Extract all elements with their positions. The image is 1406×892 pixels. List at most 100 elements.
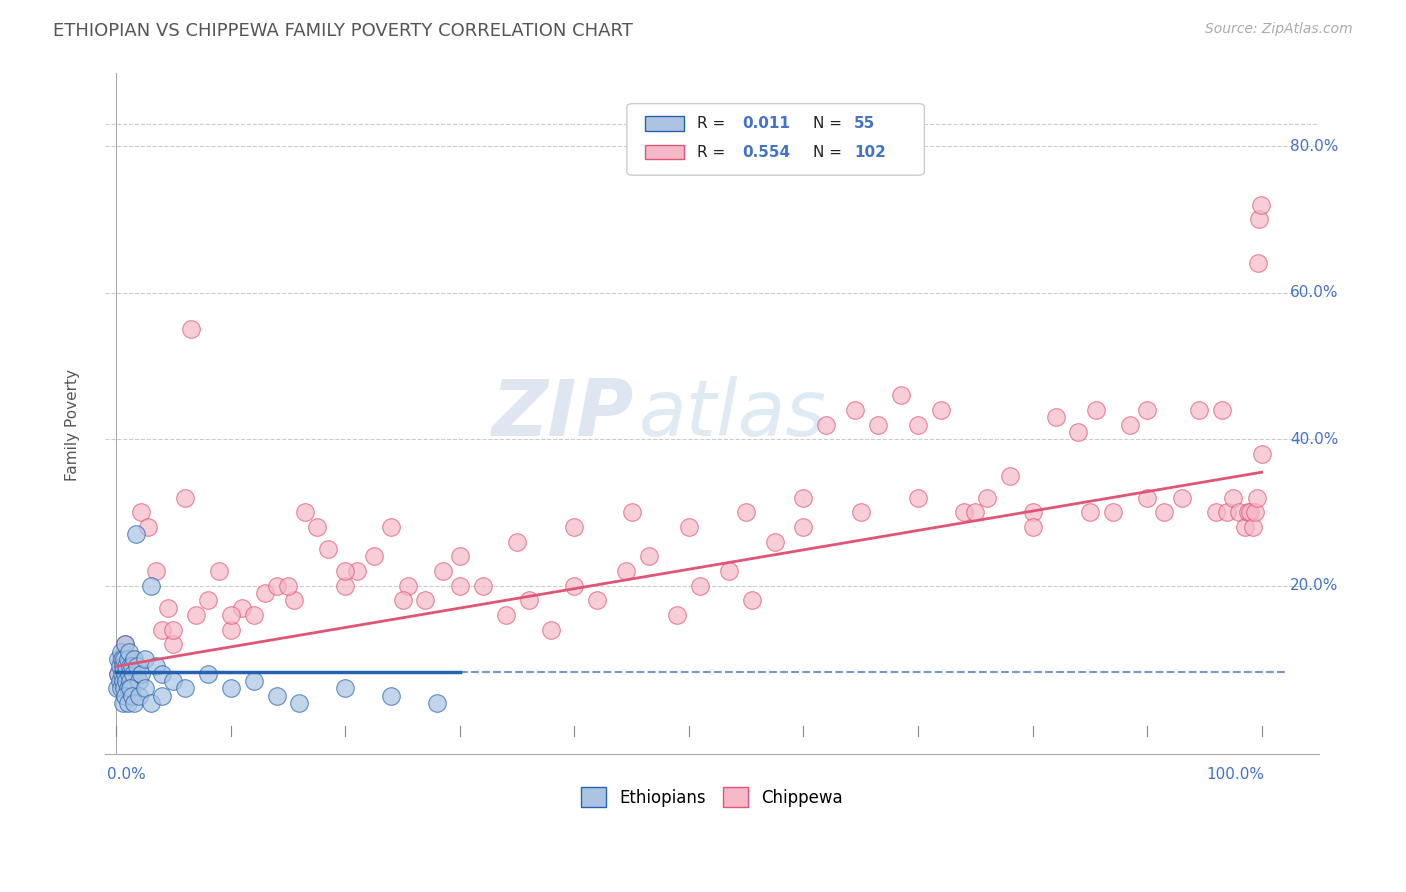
Point (124, 527, 146, 541)
Point (145, 659, 167, 673)
Point (114, 637, 136, 651)
Point (305, 520, 328, 534)
Text: ZIP: ZIP (491, 376, 633, 451)
Point (162, 623, 184, 637)
Point (1153, 506, 1175, 520)
FancyBboxPatch shape (645, 116, 683, 131)
Text: 40.0%: 40.0% (1291, 432, 1339, 447)
Text: Family Poverty: Family Poverty (65, 368, 80, 481)
Text: 80.0%: 80.0% (1291, 139, 1339, 153)
Point (107, 652, 129, 666)
Point (162, 637, 184, 651)
Point (666, 607, 689, 622)
Point (288, 696, 311, 710)
Point (110, 652, 132, 666)
Point (929, 403, 952, 417)
Point (117, 696, 139, 710)
Point (114, 666, 136, 681)
Point (162, 673, 184, 688)
Point (118, 645, 141, 659)
Point (1136, 403, 1159, 417)
Text: 0.554: 0.554 (742, 145, 790, 160)
Point (136, 520, 159, 534)
Point (117, 681, 139, 696)
Point (815, 417, 838, 432)
Point (219, 623, 242, 637)
Point (1250, 198, 1272, 212)
Point (108, 659, 131, 673)
Text: Source: ZipAtlas.com: Source: ZipAtlas.com (1205, 22, 1353, 37)
Point (792, 520, 814, 534)
Point (134, 681, 156, 696)
Point (396, 579, 419, 593)
Point (254, 586, 277, 600)
Point (1250, 447, 1272, 461)
Text: N =: N = (813, 145, 842, 160)
Point (449, 579, 471, 593)
Point (186, 607, 208, 622)
Point (180, 322, 202, 336)
Point (124, 652, 146, 666)
Point (150, 623, 173, 637)
Point (107, 666, 129, 681)
Text: R =: R = (697, 116, 725, 131)
Point (415, 593, 437, 607)
Point (391, 593, 413, 607)
Point (118, 666, 141, 681)
Point (844, 403, 866, 417)
Point (718, 564, 741, 578)
Text: 60.0%: 60.0% (1291, 285, 1339, 301)
Point (242, 673, 264, 688)
Point (128, 673, 150, 688)
Point (122, 666, 145, 681)
Point (145, 564, 167, 578)
Point (112, 652, 135, 666)
Point (792, 491, 814, 505)
Point (115, 673, 138, 688)
Point (112, 696, 135, 710)
FancyBboxPatch shape (627, 103, 924, 175)
Point (426, 696, 449, 710)
Text: 20.0%: 20.0% (1291, 578, 1339, 593)
Point (564, 579, 586, 593)
Point (1211, 403, 1233, 417)
Point (741, 593, 763, 607)
Point (131, 666, 153, 681)
Point (283, 593, 305, 607)
Point (1188, 403, 1211, 417)
Point (678, 520, 700, 534)
Point (125, 666, 148, 681)
Point (517, 593, 540, 607)
Point (1101, 506, 1123, 520)
Point (637, 549, 659, 564)
Point (150, 689, 173, 703)
Point (965, 506, 987, 520)
Point (1239, 506, 1261, 520)
Point (112, 681, 135, 696)
Point (118, 681, 141, 696)
Point (866, 417, 889, 432)
Point (139, 579, 162, 593)
Point (316, 542, 339, 557)
Text: 100.0%: 100.0% (1206, 767, 1264, 782)
Point (471, 579, 494, 593)
Text: R =: R = (697, 145, 725, 160)
Point (540, 623, 562, 637)
Text: N =: N = (813, 116, 842, 131)
Point (108, 673, 131, 688)
Point (242, 607, 264, 622)
Point (110, 681, 132, 696)
Point (121, 689, 143, 703)
Point (124, 696, 146, 710)
Point (139, 696, 162, 710)
Point (1021, 506, 1043, 520)
Point (219, 607, 242, 622)
Point (111, 652, 134, 666)
Point (208, 564, 231, 578)
Point (197, 666, 219, 681)
Point (114, 637, 136, 651)
Point (1078, 506, 1101, 520)
Point (1227, 506, 1250, 520)
Point (1021, 520, 1043, 534)
Text: 102: 102 (853, 145, 886, 160)
